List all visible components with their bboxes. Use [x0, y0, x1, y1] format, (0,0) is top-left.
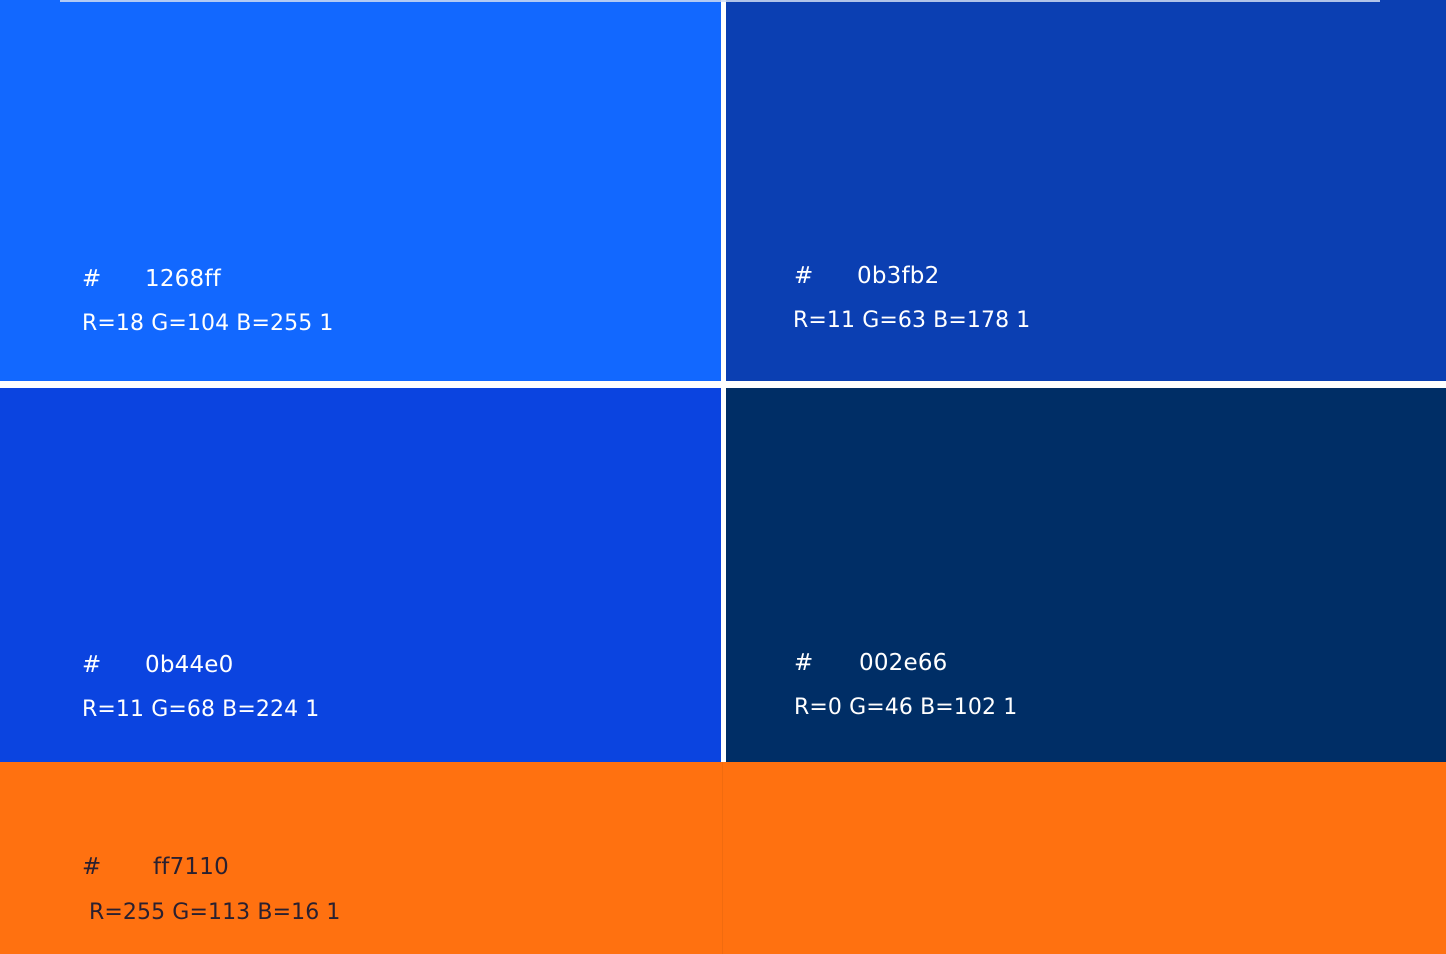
- rgb-value: R=11 G=63 B=178 1: [793, 308, 1031, 333]
- hash-symbol: #: [82, 854, 102, 880]
- hex-value: 1268ff: [145, 266, 221, 292]
- rgb-value: R=255 G=113 B=16 1: [89, 900, 341, 925]
- hex-value: 0b3fb2: [857, 263, 940, 289]
- hex-code-label: # 0b3fb2: [794, 265, 939, 288]
- hash-symbol: #: [794, 263, 814, 289]
- hash-symbol: #: [794, 650, 814, 676]
- hex-code-label: # 002e66: [794, 652, 948, 675]
- swatch-ff7110: # ff7110 R=255 G=113 B=16 1: [0, 762, 1446, 954]
- swatch-002e66: # 002e66 R=0 G=46 B=102 1: [726, 388, 1446, 762]
- swatch-0b3fb2: # 0b3fb2 R=11 G=63 B=178 1: [726, 0, 1446, 381]
- hash-symbol: #: [82, 266, 102, 292]
- hash-symbol: #: [82, 652, 102, 678]
- hex-value: 0b44e0: [145, 652, 234, 678]
- hex-value: ff7110: [153, 854, 229, 880]
- orange-seam-divider: [722, 762, 723, 954]
- rgb-value: R=0 G=46 B=102 1: [794, 695, 1018, 720]
- top-divider-line: [60, 0, 1380, 2]
- rgb-value: R=11 G=68 B=224 1: [82, 697, 320, 722]
- hex-code-label: # ff7110: [82, 856, 229, 879]
- swatch-0b44e0: # 0b44e0 R=11 G=68 B=224 1: [0, 388, 721, 762]
- rgb-value: R=18 G=104 B=255 1: [82, 311, 334, 336]
- hex-code-label: # 0b44e0: [82, 654, 233, 677]
- hex-code-label: # 1268ff: [82, 268, 221, 291]
- hex-value: 002e66: [859, 650, 948, 676]
- swatch-1268ff: # 1268ff R=18 G=104 B=255 1: [0, 0, 721, 381]
